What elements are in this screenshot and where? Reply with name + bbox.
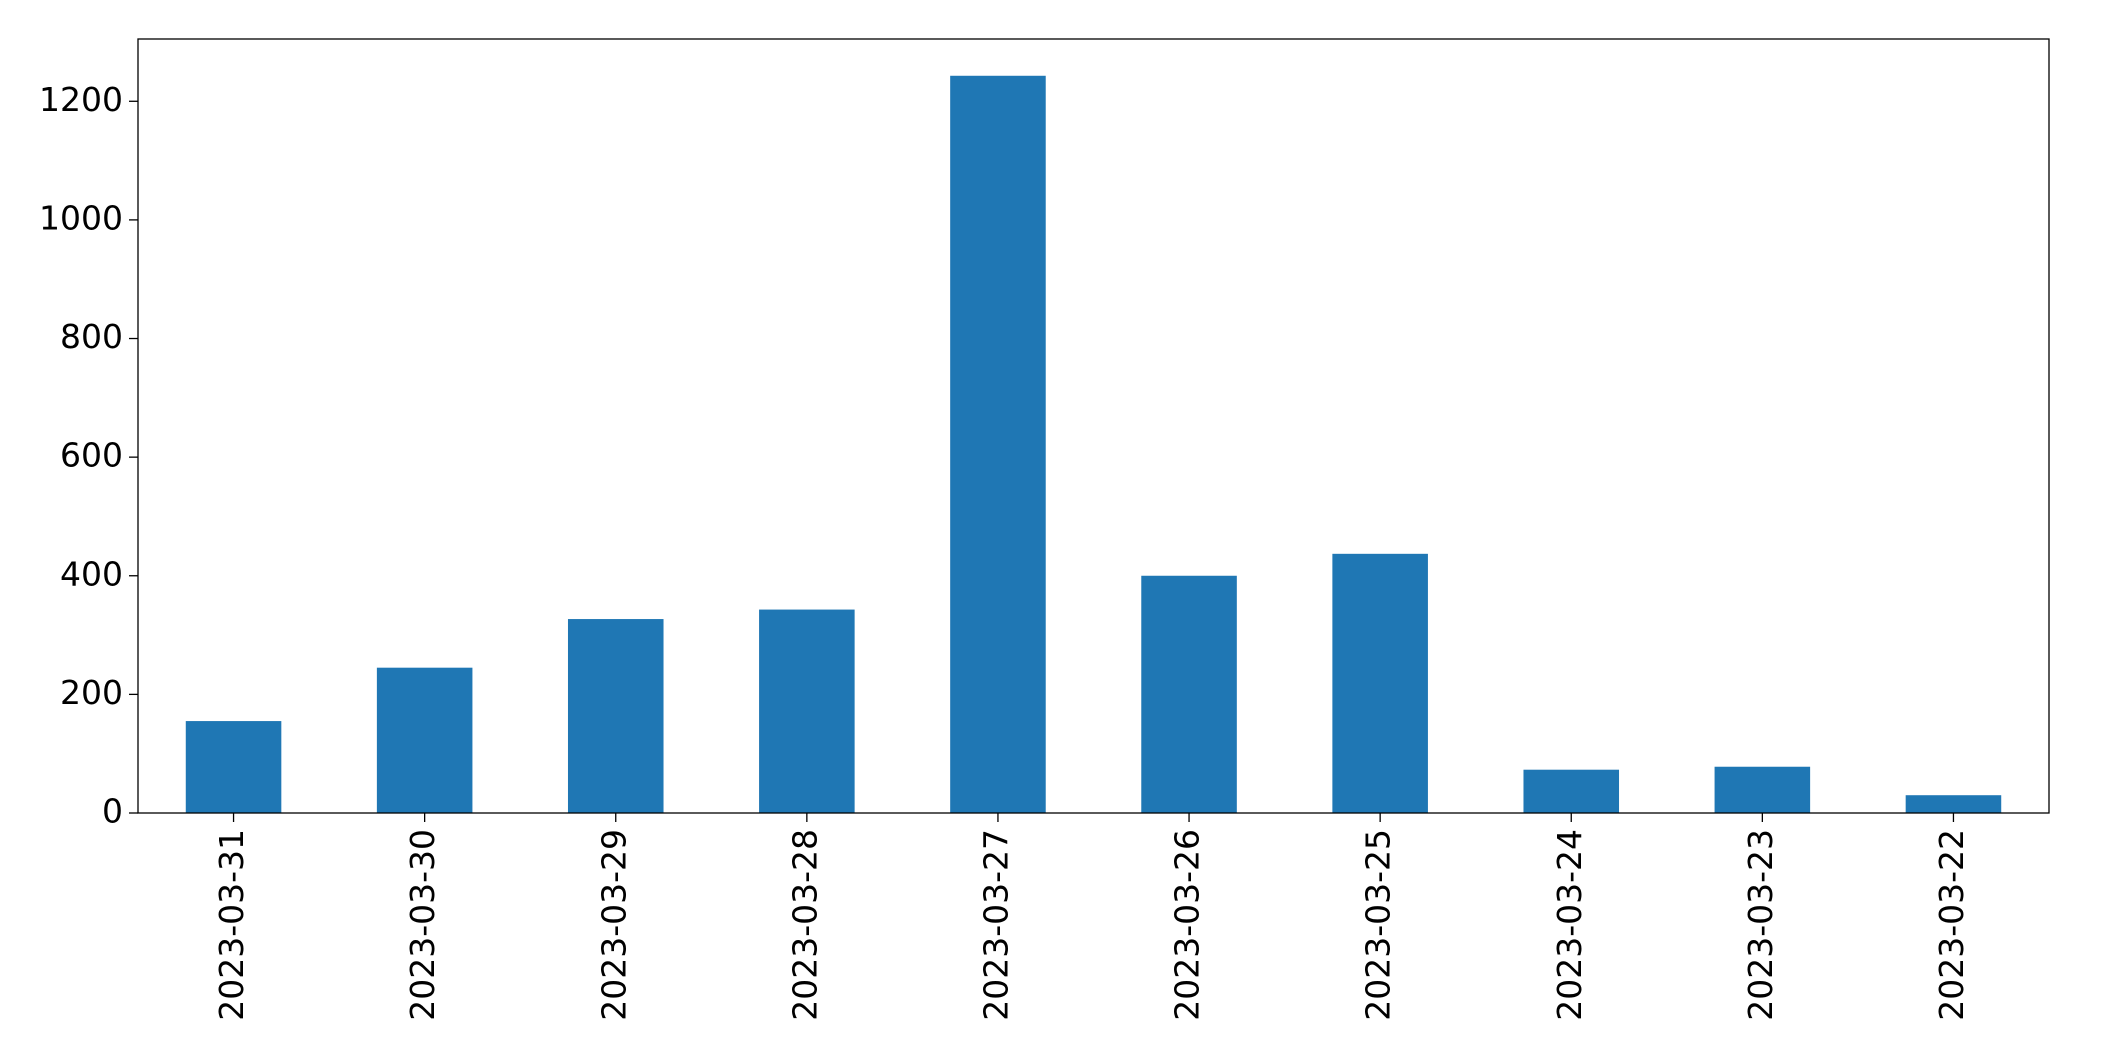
x-tick-label: 2023-03-24 — [1550, 829, 1589, 1021]
bar — [950, 75, 1046, 814]
x-tick-label: 2023-03-26 — [1168, 829, 1207, 1021]
y-tick-label: 1000 — [39, 198, 123, 237]
plot-frame — [137, 38, 2050, 814]
bar — [1905, 795, 2002, 813]
y-tick-label: 600 — [60, 436, 123, 475]
x-tick-label: 2023-03-28 — [785, 829, 824, 1021]
x-tick-label: 2023-03-22 — [1932, 829, 1971, 1021]
x-tick-label: 2023-03-29 — [594, 829, 633, 1021]
y-tick-label: 800 — [60, 317, 123, 356]
y-tick-label: 200 — [60, 673, 123, 712]
bar — [1523, 769, 1620, 813]
bar — [567, 619, 664, 813]
bar — [1714, 766, 1811, 813]
y-tick-label: 1200 — [39, 80, 123, 119]
bar — [376, 667, 473, 813]
x-tick-label: 2023-03-30 — [403, 829, 442, 1021]
y-tick-label: 400 — [60, 554, 123, 593]
bar — [1332, 553, 1428, 813]
bar — [759, 609, 855, 813]
bar — [185, 721, 282, 813]
y-tick-label: 0 — [102, 792, 123, 831]
x-tick-label: 2023-03-27 — [976, 829, 1015, 1021]
x-tick-label: 2023-03-23 — [1741, 829, 1780, 1021]
x-tick-label: 2023-03-31 — [212, 829, 251, 1021]
bar — [1141, 575, 1237, 813]
x-tick-label: 2023-03-25 — [1359, 829, 1398, 1021]
